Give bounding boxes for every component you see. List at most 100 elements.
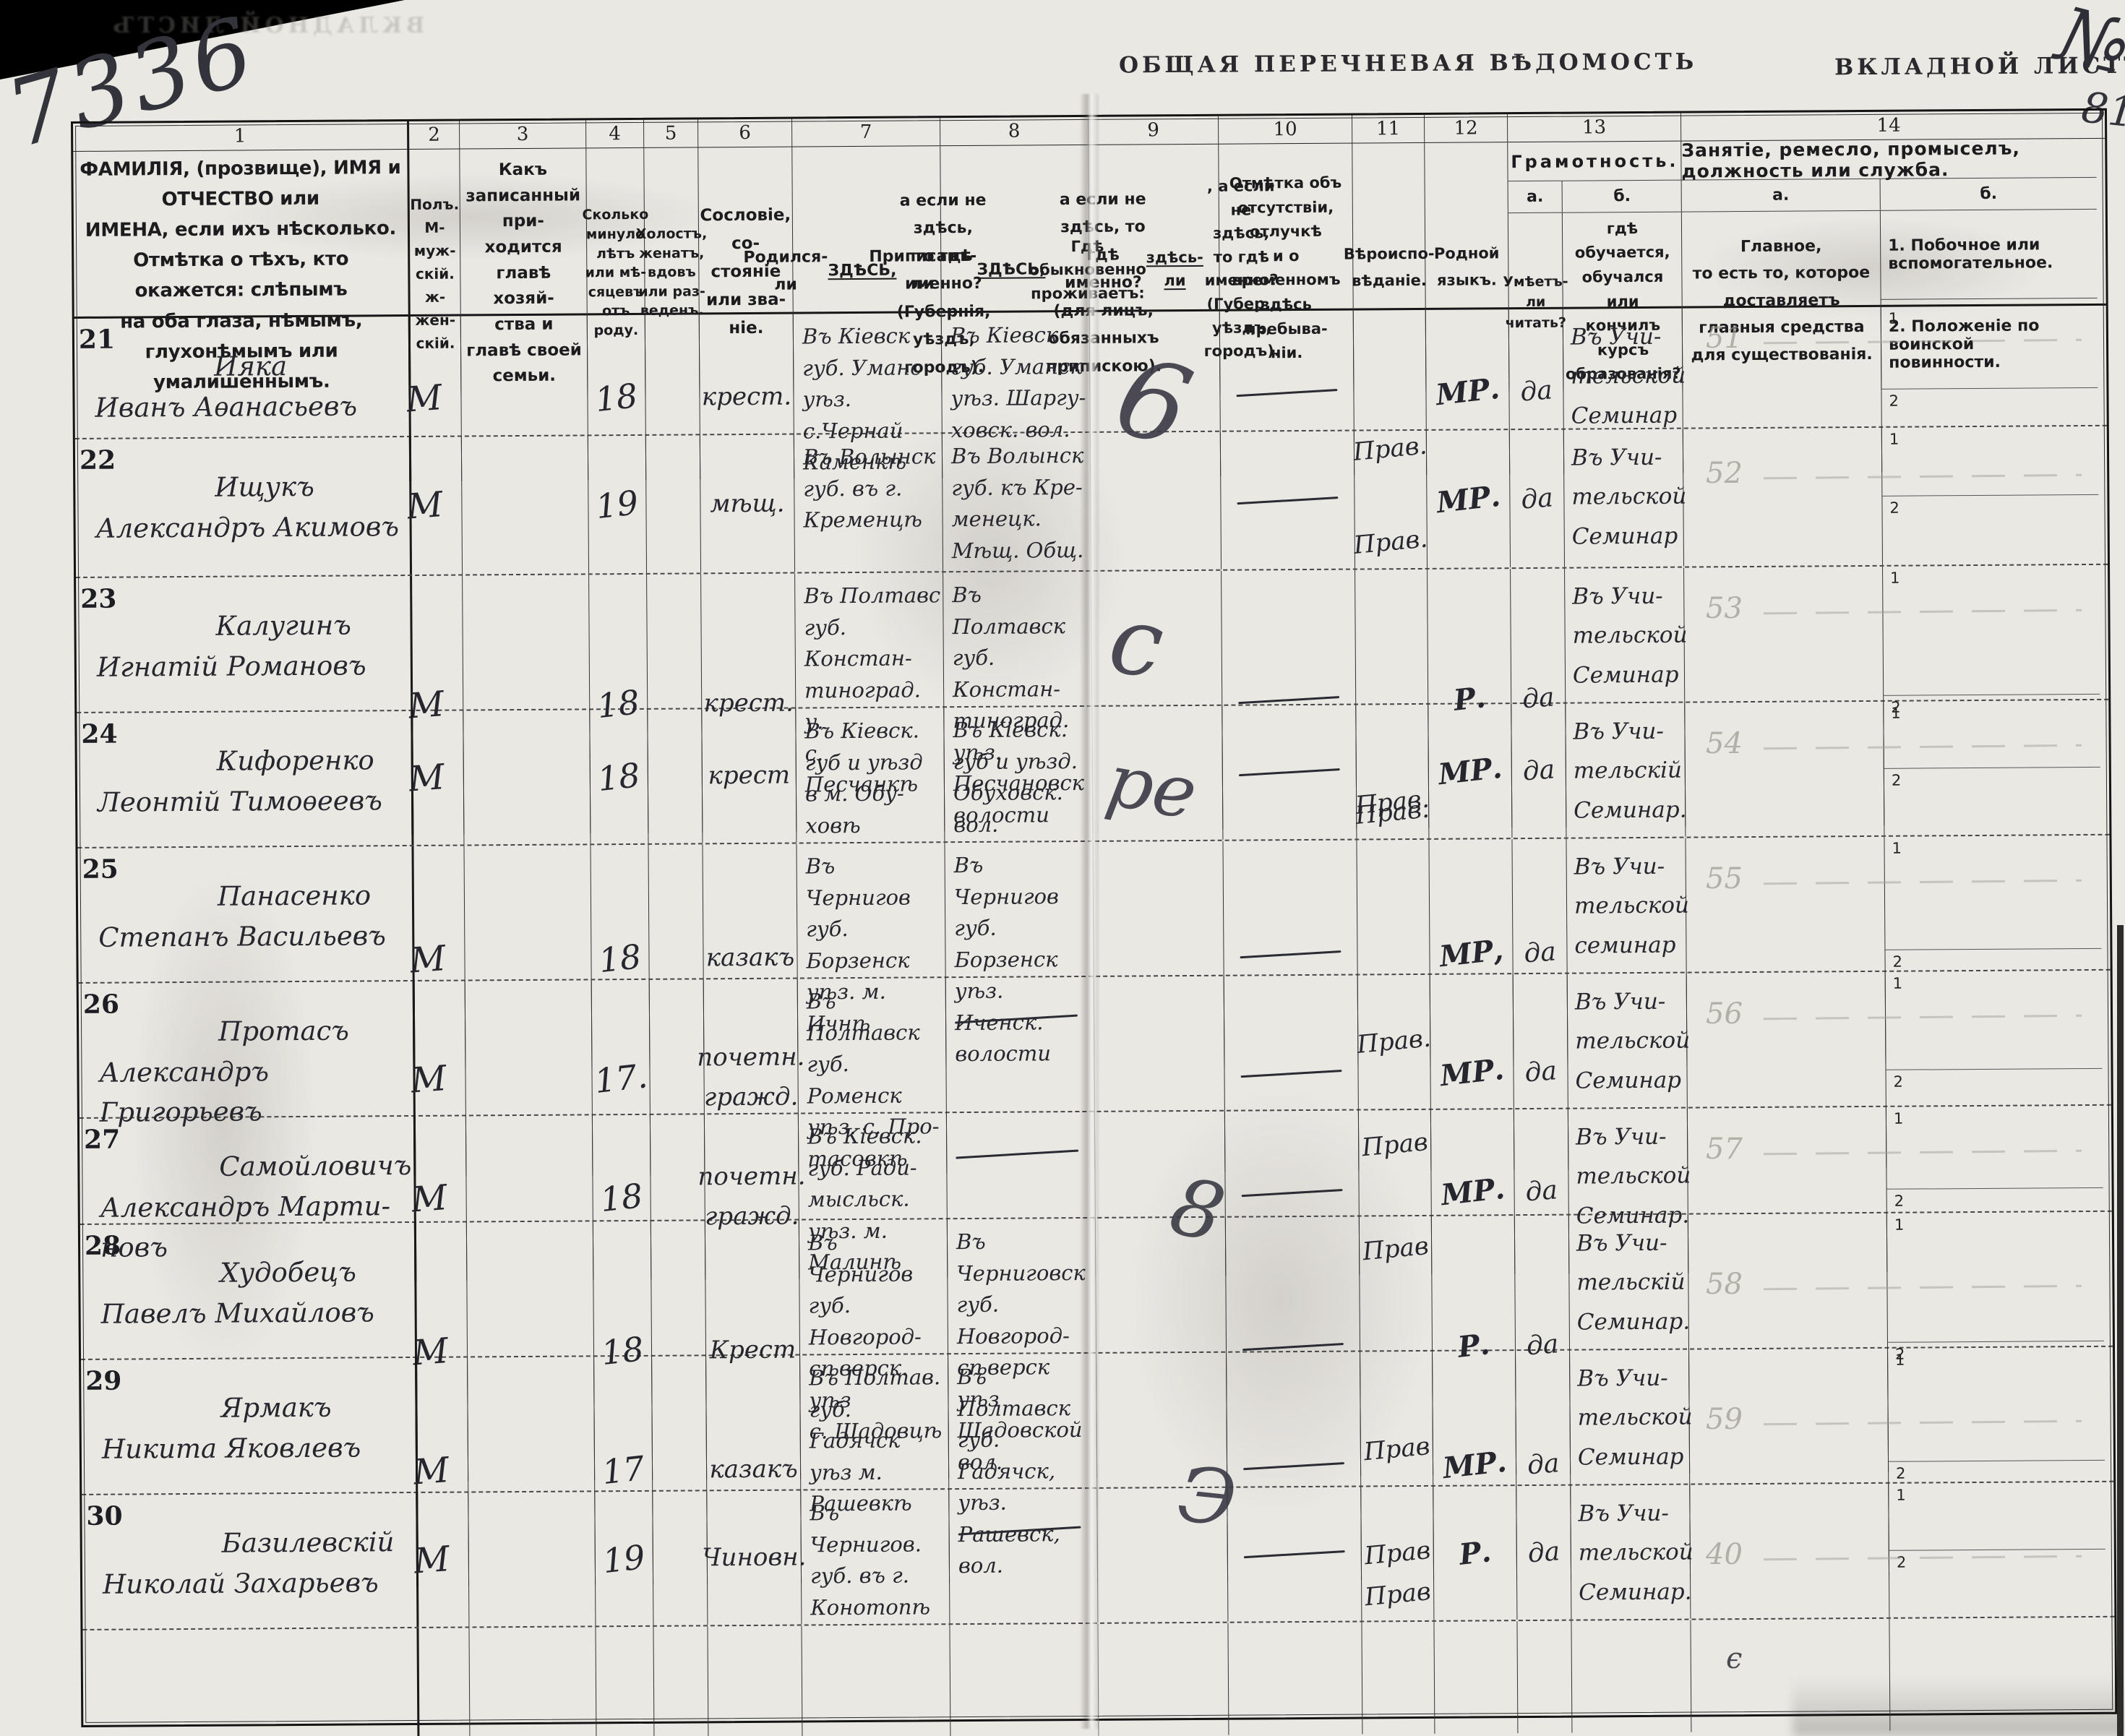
- bleed-row-number: 54: [1706, 727, 1743, 760]
- row-number: 27: [83, 1124, 121, 1155]
- can-read-value: да: [1521, 755, 1556, 787]
- col-number: 1: [73, 121, 410, 151]
- age-value: 18: [593, 375, 640, 419]
- sex-value: М: [408, 938, 447, 981]
- estate-value: почетн. гражд.: [697, 1042, 805, 1112]
- occupation-side-sub1: 1: [1884, 700, 2100, 769]
- person-name-cell: 22 Ищукъ Александръ Акимовъ: [74, 437, 413, 577]
- sub-label-1: 1: [1896, 1486, 1906, 1504]
- sub-label-1: 1: [1888, 309, 1899, 327]
- empty-cell: [418, 1628, 471, 1736]
- faith-cell: Прав: [1361, 1486, 1435, 1621]
- sub-label-1: 1: [1889, 430, 1899, 448]
- col-number: 5: [644, 119, 699, 147]
- sub-label-2: 2: [1889, 392, 1899, 410]
- sub-label-1: 1: [1891, 704, 1901, 722]
- occupation-side-cell: 1 2: [1889, 1482, 2105, 1617]
- can-read-value: да: [1522, 937, 1558, 969]
- age-cell: 18: [590, 709, 649, 844]
- col-number: 6: [698, 119, 793, 147]
- can-read-cell: да: [1509, 429, 1566, 568]
- language-cell: Р.: [1433, 1486, 1518, 1620]
- sub-label-2: 2: [1896, 1553, 1907, 1571]
- birthplace-cell: Въ Кіевск. губ и уѣзд в м. Обу- ховѣ: [796, 708, 945, 843]
- relation-cell: [468, 1492, 596, 1627]
- birthplace-cell: Въ Волынск губ. въ г. Кременцѣ: [794, 434, 944, 572]
- table-row: 21 Ияка Иванъ Аѳанасьевъ М 18 крест. Въ …: [74, 305, 2107, 484]
- occupation-side-sub1: 1: [1888, 1346, 2105, 1463]
- table-row: 29 Ярмакъ Никита Яковлевъ М 17 казакъ Въ…: [81, 1346, 2114, 1588]
- education-cell: Въ Учи- тельскій Семинар.: [1566, 702, 1687, 838]
- can-read-value: да: [1524, 1175, 1559, 1208]
- page-title: ОБЩАЯ ПЕРЕЧНЕВАЯ ВѢДОМОСТЬ: [1118, 48, 1698, 79]
- sub-label-2: 2: [1891, 771, 1902, 789]
- sub-label-1: 1: [1890, 569, 1900, 587]
- table-header-row: ФАМИЛІЯ, (прозвище), ИМЯ и ОТЧЕСТВО или …: [73, 137, 2106, 401]
- language-cell: МР.: [1426, 430, 1511, 568]
- col-number: 4: [586, 119, 645, 148]
- person-name: Протасъ Александръ Григорьевъ: [99, 1015, 350, 1128]
- age-value: 18: [596, 755, 643, 799]
- row-number: 23: [80, 583, 117, 614]
- col-number: 10: [1218, 115, 1353, 144]
- occupation-side-sub2: 2: [1884, 767, 2101, 835]
- col-number: 14: [1876, 114, 1901, 137]
- occupation-side-cell: 1 2: [1881, 426, 2099, 565]
- education-value: Въ Учи- тельской Семинар.: [1578, 1500, 1693, 1606]
- header-occupation-a-label: а.: [1681, 179, 1881, 212]
- empty-cell: [1434, 1621, 1519, 1734]
- absence-dash-mark: [1241, 1189, 1343, 1198]
- registration-cell: [949, 1488, 1099, 1624]
- estate-value: Чиновн.: [702, 1542, 807, 1573]
- bleed-row-number: 55: [1706, 862, 1743, 895]
- age-value: 17: [600, 1448, 647, 1492]
- registration-value: Въ Кіевск. губ и уѣзд. Обуховск. вол.: [953, 717, 1078, 837]
- occupation-side-sub1: 1: [1884, 835, 2102, 951]
- sub-label-2: 2: [1894, 1192, 1905, 1210]
- col-number: 7: [791, 118, 941, 147]
- occupation-side-sub1: 1: [1885, 970, 2103, 1070]
- occupation-main-cell: [1685, 701, 1885, 837]
- row-number: 22: [79, 444, 116, 476]
- empty-cell: [1571, 1620, 1692, 1733]
- can-read-value: да: [1526, 1448, 1561, 1481]
- sub-label-1: 1: [1893, 1109, 1904, 1127]
- marital-cell: [645, 435, 702, 573]
- education-value: Въ Учи- тельской Семинар: [1572, 583, 1688, 689]
- registration-value: Въ Волынск губ. къ Кре- менецк. Мѣщ. Общ…: [950, 442, 1084, 563]
- sub-label-1: 1: [1894, 1216, 1905, 1234]
- registration-dash-mark: [955, 1014, 1078, 1024]
- can-read-value: да: [1523, 1056, 1558, 1088]
- occupation-side-sub1: 1: [1881, 305, 2098, 390]
- col-number: 11: [1352, 114, 1425, 143]
- absence-dash-mark: [1238, 768, 1340, 777]
- education-value: Въ Учи- тельскій Семинар.: [1576, 1229, 1691, 1336]
- empty-cell: [950, 1623, 1099, 1736]
- tally-ink-mark: Э: [1173, 1450, 1241, 1544]
- col-number: 13: [1507, 113, 1682, 142]
- table-row: 27 Самойловичъ Александръ Марти- новъ М …: [79, 1105, 2112, 1284]
- sex-value: М: [410, 1177, 449, 1221]
- register-table: 1 2 3 4 5 6 7 8 9 10 11 12 13 14 ФАМИЛІЯ…: [71, 108, 2118, 1736]
- sub-label-1: 1: [1892, 839, 1902, 857]
- empty-cell: [653, 1626, 709, 1736]
- absence-dash-mark: [1238, 695, 1340, 704]
- language-value: МР.: [1434, 478, 1502, 520]
- header-occupation-title: Занятіе, ремесло, промыселъ, должность и…: [1681, 137, 2097, 181]
- age-cell: 19: [588, 435, 648, 574]
- occupation-main-cell: [1683, 427, 1884, 567]
- registration-cell: Въ Кіевск. губ и уѣзд. Обуховск. вол.: [944, 706, 1094, 842]
- registration-dash-mark: [956, 1149, 1079, 1159]
- sex-cell: М: [413, 1492, 470, 1627]
- person-name: Худобецъ Павелъ Михайловъ: [100, 1256, 375, 1330]
- estate-value: казакъ: [705, 942, 795, 973]
- table-body: 21 Ияка Иванъ Аѳанасьевъ М 18 крест. Въ …: [74, 305, 2115, 1630]
- sub-label-2: 2: [1893, 1073, 1904, 1091]
- sex-value: М: [407, 756, 447, 800]
- education-value: Въ Учи- тельской Семинар: [1577, 1365, 1693, 1471]
- col-number: 2: [409, 121, 460, 149]
- person-name-cell: 24 Кифоренко Леонтій Тимоѳеевъ: [77, 710, 414, 847]
- occupation-side-sub1: 1: [1886, 1105, 2103, 1190]
- empty-cell: [1228, 1622, 1363, 1735]
- row-number: 25: [82, 854, 119, 885]
